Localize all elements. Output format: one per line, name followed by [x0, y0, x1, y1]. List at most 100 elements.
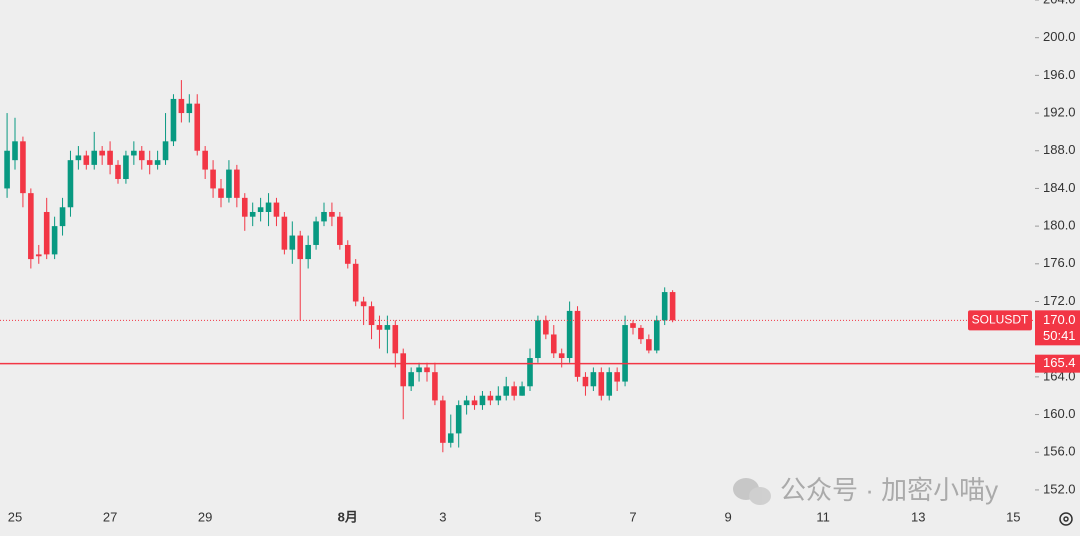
candle-body: [241, 197, 248, 217]
candle-body: [661, 292, 668, 321]
candle-body: [376, 325, 383, 330]
candle-body: [210, 169, 216, 189]
candle-body: [99, 150, 105, 156]
candle-body: [75, 155, 82, 161]
y-tick-label: 188.0: [1043, 142, 1076, 157]
candle-body: [535, 320, 541, 359]
candle-body: [424, 367, 430, 373]
candle-body: [566, 310, 573, 359]
candle-body: [107, 150, 113, 165]
x-tick-label: 9: [724, 509, 731, 524]
candle-body: [51, 226, 58, 255]
candle-body: [281, 216, 288, 250]
symbol-label: SOLUSDT: [972, 313, 1029, 327]
candle-body: [170, 98, 177, 142]
candle-body: [202, 150, 208, 170]
candle-body: [289, 235, 296, 250]
candle-body: [653, 320, 660, 351]
candle-body: [194, 103, 201, 151]
candle-body: [162, 141, 169, 161]
candle-body: [503, 386, 510, 396]
candle-body: [257, 207, 264, 212]
candle-body: [368, 306, 375, 326]
y-tick-label: 192.0: [1043, 104, 1076, 119]
candle-body: [321, 211, 327, 222]
y-tick-label: 160.0: [1043, 406, 1076, 421]
last-price-tag: [1035, 310, 1080, 346]
candle-body: [131, 150, 137, 156]
candle-body: [20, 141, 26, 194]
candle-body: [622, 325, 628, 382]
candle-body: [218, 188, 224, 198]
x-tick-label: 5: [534, 509, 541, 524]
x-tick-label: 3: [439, 509, 446, 524]
candle-body: [582, 376, 589, 387]
y-tick-label: 156.0: [1043, 444, 1076, 459]
candle-body: [313, 221, 319, 245]
candle-body: [4, 150, 10, 189]
candle-body: [432, 372, 438, 401]
candle-body: [226, 169, 232, 198]
candle-body: [83, 155, 90, 165]
candle-body: [392, 325, 399, 354]
x-tick-label: 8月: [338, 509, 358, 524]
settings-icon[interactable]: [1059, 512, 1073, 526]
candle-body: [59, 207, 66, 227]
y-tick-label: 196.0: [1043, 67, 1076, 82]
symbol-tag: [968, 310, 1032, 331]
candle-body: [543, 320, 549, 335]
y-tick-label: 176.0: [1043, 255, 1076, 270]
candle-body: [598, 372, 605, 396]
y-tick-label: 184.0: [1043, 180, 1076, 195]
candle-body: [447, 433, 454, 443]
candle-body: [527, 358, 533, 387]
candle-body: [329, 211, 335, 217]
x-tick-label: 15: [1006, 509, 1020, 524]
candle-body: [115, 164, 121, 180]
y-tick-label: 152.0: [1043, 481, 1076, 496]
x-tick-label: 11: [816, 509, 830, 524]
candle-body: [67, 160, 74, 208]
candle-body: [91, 150, 98, 165]
candle-body: [400, 353, 407, 387]
watermark-icon: [733, 478, 771, 505]
last-price-label: 170.0: [1043, 312, 1076, 327]
candle-body: [249, 211, 256, 217]
candle-body: [384, 325, 391, 330]
candle-body: [487, 395, 494, 401]
price-line-label: 165.4: [1043, 355, 1076, 370]
candle-body: [558, 353, 565, 359]
candle-body: [590, 372, 597, 387]
candle-body: [479, 395, 486, 406]
candle-body: [550, 334, 557, 354]
countdown: 50:41: [1043, 328, 1076, 343]
candle-body: [43, 211, 50, 255]
candle-body: [519, 386, 525, 396]
candle-body: [455, 405, 462, 434]
x-tick-label: 27: [103, 509, 117, 524]
y-tick-label: 172.0: [1043, 293, 1076, 308]
candle-body: [154, 160, 161, 165]
candle-body: [511, 386, 517, 396]
candle-body: [606, 372, 613, 396]
x-tick-label: 25: [8, 509, 22, 524]
x-tick-label: 13: [911, 509, 925, 524]
y-tick-label: 180.0: [1043, 218, 1076, 233]
candle-body: [186, 103, 193, 114]
candle-body: [408, 372, 414, 387]
candle-body: [416, 367, 422, 373]
candle-body: [638, 327, 644, 340]
y-tick-label: 200.0: [1043, 29, 1076, 44]
candle-body: [28, 193, 34, 260]
candle-body: [178, 98, 185, 114]
candle-body: [646, 339, 652, 351]
candle-body: [360, 301, 367, 307]
candle-body: [35, 254, 42, 257]
x-tick-label: 7: [629, 509, 636, 524]
candle-body: [123, 155, 129, 180]
candle-body: [297, 235, 304, 260]
y-tick-label: 204.0: [1043, 0, 1076, 6]
candle-body: [495, 395, 502, 401]
